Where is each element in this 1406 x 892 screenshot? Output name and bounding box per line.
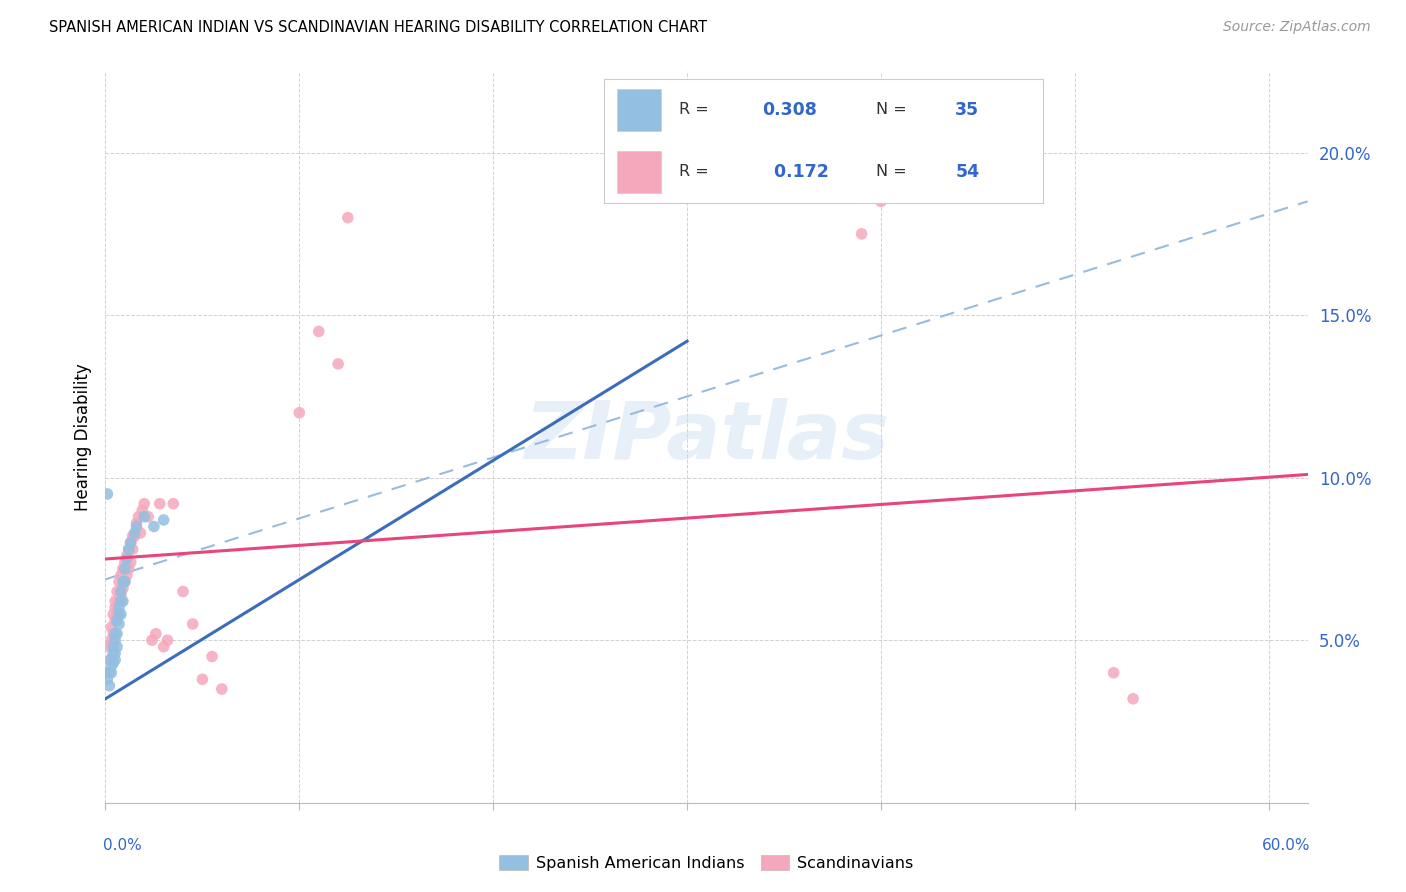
Point	[100, 633, 122, 648]
Point	[108, 617, 131, 632]
Point	[120, 555, 142, 569]
Point	[108, 574, 131, 589]
Point	[336, 211, 359, 225]
Point	[98, 653, 121, 667]
Point	[124, 529, 146, 543]
Point	[181, 617, 204, 632]
Point	[110, 607, 132, 622]
Point	[105, 607, 128, 622]
Point	[114, 574, 136, 589]
Point	[110, 588, 132, 602]
Legend: Spanish American Indians, Scandinavians: Spanish American Indians, Scandinavians	[492, 847, 921, 879]
Point	[288, 406, 311, 420]
Point	[120, 535, 142, 549]
Point	[100, 653, 122, 667]
Point	[124, 526, 146, 541]
Text: SPANISH AMERICAN INDIAN VS SCANDINAVIAN HEARING DISABILITY CORRELATION CHART: SPANISH AMERICAN INDIAN VS SCANDINAVIAN …	[49, 20, 707, 35]
Point	[104, 653, 127, 667]
Point	[110, 584, 132, 599]
Point	[1122, 691, 1144, 706]
Point	[103, 640, 125, 654]
Point	[149, 497, 172, 511]
Point	[172, 584, 194, 599]
Point	[141, 633, 163, 648]
Point	[96, 665, 118, 680]
Point	[152, 513, 174, 527]
Point	[105, 584, 128, 599]
Point	[108, 594, 131, 608]
Text: 0.0%: 0.0%	[103, 838, 142, 854]
Point	[118, 542, 141, 557]
Point	[98, 640, 121, 654]
Point	[110, 594, 132, 608]
Point	[98, 665, 121, 680]
Point	[103, 656, 125, 670]
Point	[115, 552, 138, 566]
Point	[125, 519, 148, 533]
Point	[96, 673, 118, 687]
Point	[104, 600, 127, 615]
Point	[118, 562, 141, 576]
Point	[114, 555, 136, 569]
Point	[111, 581, 134, 595]
Point	[105, 640, 128, 654]
Point	[114, 562, 136, 576]
Point	[103, 646, 125, 660]
Point	[111, 594, 134, 608]
Point	[162, 497, 184, 511]
Point	[115, 549, 138, 563]
Point	[1102, 665, 1125, 680]
Point	[134, 509, 156, 524]
Point	[104, 646, 127, 660]
Point	[100, 620, 122, 634]
Point	[156, 633, 179, 648]
Y-axis label: Hearing Disability: Hearing Disability	[73, 363, 91, 511]
Point	[136, 509, 159, 524]
Point	[111, 574, 134, 589]
Point	[134, 497, 156, 511]
Point	[308, 325, 330, 339]
Point	[96, 487, 118, 501]
Point	[131, 503, 153, 517]
Point	[129, 526, 152, 541]
Point	[100, 665, 122, 680]
Point	[191, 673, 214, 687]
Point	[127, 509, 149, 524]
Point	[105, 626, 128, 640]
Point	[108, 600, 131, 615]
Point	[115, 568, 138, 582]
Point	[100, 659, 122, 673]
Text: 60.0%: 60.0%	[1263, 838, 1310, 854]
Text: Source: ZipAtlas.com: Source: ZipAtlas.com	[1223, 20, 1371, 34]
Point	[103, 626, 125, 640]
Point	[121, 542, 143, 557]
Point	[98, 679, 121, 693]
Point	[201, 649, 224, 664]
Point	[108, 607, 131, 622]
Point	[104, 626, 127, 640]
Point	[870, 194, 893, 209]
Point	[118, 542, 141, 557]
Point	[121, 529, 143, 543]
Point	[104, 594, 127, 608]
Point	[111, 562, 134, 576]
Point	[125, 516, 148, 531]
Point	[851, 227, 873, 241]
Point	[114, 574, 136, 589]
Point	[145, 626, 167, 640]
Point	[211, 681, 233, 696]
Point	[104, 614, 127, 628]
Point	[103, 607, 125, 622]
Point	[120, 535, 142, 549]
Point	[142, 519, 165, 533]
Point	[105, 614, 128, 628]
Point	[326, 357, 349, 371]
Text: ZIPatlas: ZIPatlas	[524, 398, 889, 476]
Point	[152, 640, 174, 654]
Point	[110, 568, 132, 582]
Point	[104, 633, 127, 648]
